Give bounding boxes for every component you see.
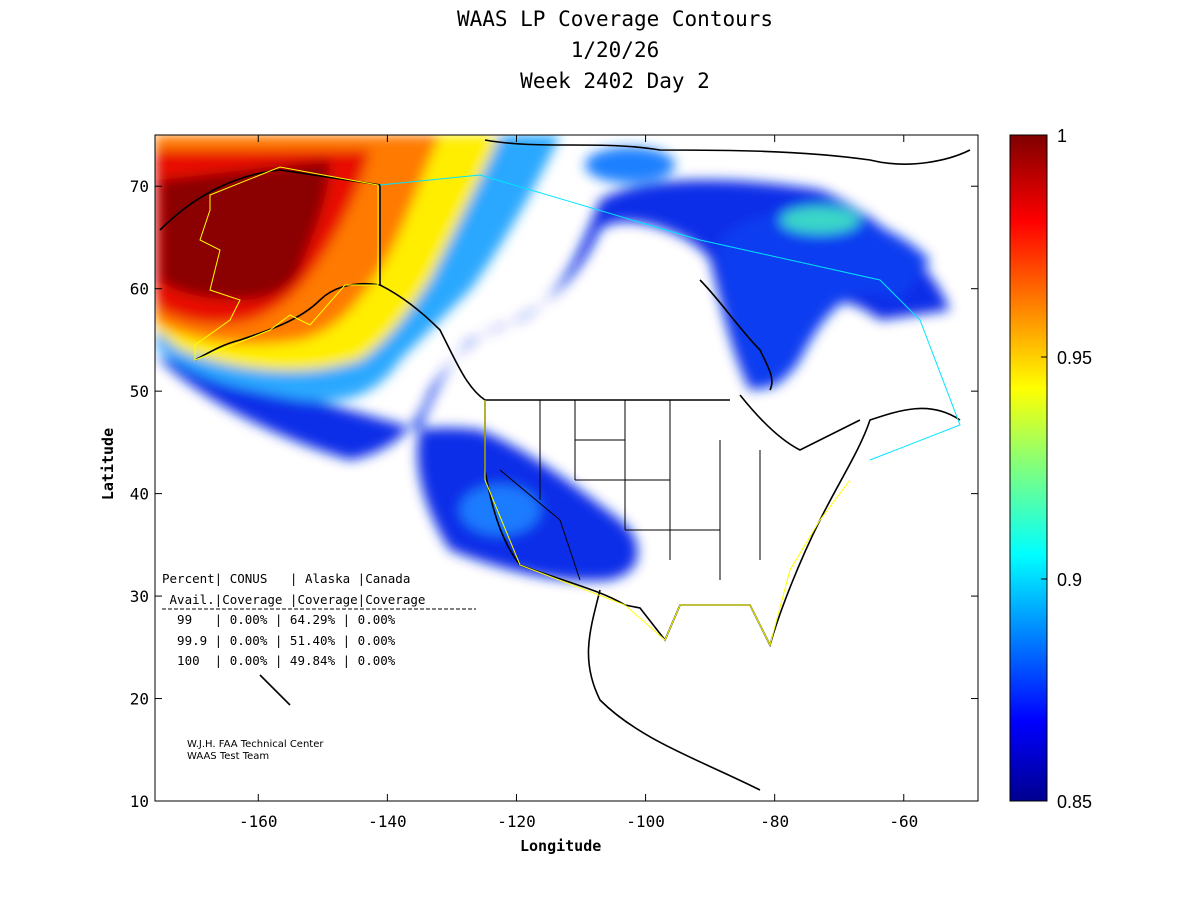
- y-tick-label: 60: [130, 280, 149, 299]
- colorbar-tick-label: 0.85: [1057, 792, 1092, 812]
- chart-title-date: 1/20/26: [570, 38, 660, 62]
- table-row: 99.9 | 0.00% | 51.40% | 0.00%: [162, 633, 396, 648]
- x-tick-label: -120: [497, 812, 536, 831]
- state-borders: [499, 400, 761, 581]
- contour-arctic-core: [585, 147, 675, 183]
- colorbar: [1009, 134, 1048, 802]
- contour-southwest-core: [460, 485, 540, 535]
- x-tick-label: -100: [626, 812, 665, 831]
- x-tick-label: -160: [239, 812, 278, 831]
- table-row: 100 | 0.00% | 49.84% | 0.00%: [162, 653, 396, 668]
- service-boundary-alaska: [194, 166, 851, 647]
- y-tick-label: 50: [130, 382, 149, 401]
- plot-frame: [154, 134, 979, 802]
- coastlines: [159, 139, 971, 791]
- colorbar-ticks: 1 0.95 0.9 0.85: [1041, 126, 1092, 812]
- y-axis-label: Latitude: [99, 427, 118, 501]
- x-axis-label: Longitude: [520, 837, 602, 855]
- service-boundary-canada: [379, 174, 961, 461]
- x-tick-label: -140: [368, 812, 407, 831]
- table-header-2: Avail.|Coverage |Coverage|Coverage: [162, 592, 426, 607]
- y-tick-label: 40: [130, 485, 149, 504]
- y-tick-label: 30: [130, 587, 149, 606]
- axes: -160 -140 -120 -100 -80 -60 10 20 30 40 50 60 70: [130, 135, 978, 831]
- y-tick-label: 10: [130, 792, 149, 811]
- colorbar-tick-label: 0.9: [1057, 570, 1082, 590]
- table-header-1: Percent| CONUS | Alaska |Canada: [162, 571, 411, 586]
- x-tick-label: -60: [889, 812, 918, 831]
- y-tick-label: 20: [130, 690, 149, 709]
- contour-dark-red: [160, 160, 330, 300]
- y-tick-label: 70: [130, 177, 149, 196]
- credit-line2: WAAS Test Team: [187, 751, 270, 762]
- x-tick-label: -80: [760, 812, 789, 831]
- credit-line1: W.J.H. FAA Technical Center: [187, 739, 324, 750]
- contour-baffin-core: [780, 206, 860, 234]
- table-row: 99 | 0.00% | 64.29% | 0.00%: [162, 612, 396, 627]
- chart-title-line1: WAAS LP Coverage Contours: [456, 7, 774, 31]
- chart-title-week: Week 2402 Day 2: [520, 69, 710, 93]
- colorbar-tick-label: 1: [1057, 126, 1067, 146]
- coverage-contours: [155, 135, 971, 791]
- colorbar-tick-label: 0.95: [1057, 348, 1092, 368]
